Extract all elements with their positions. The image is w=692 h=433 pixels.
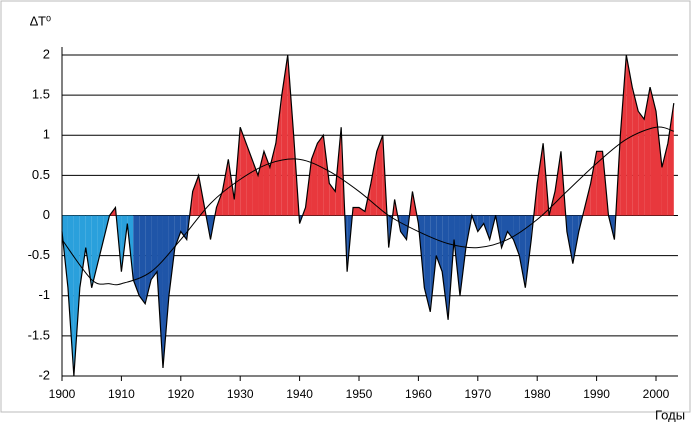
area-segment [323,135,330,216]
area-segment [638,111,645,216]
area-segment [477,215,484,232]
area-segment [501,215,508,248]
x-tick-label: 1970 [464,387,491,401]
x-tick-label: 1930 [227,387,254,401]
area-segment [656,111,662,216]
area-segment [311,143,318,216]
area-segment [252,159,259,216]
area-segment [519,215,526,288]
y-tick-label: -1 [38,287,50,302]
y-tick-label: 0 [43,207,50,222]
area-segment [329,183,336,216]
area-segment [157,215,163,368]
area-segment [97,215,104,264]
x-tick-label: 2000 [643,387,670,401]
area-segment [79,215,86,288]
area-segment [168,215,175,296]
area-segment [216,191,223,216]
area-outline [61,54,675,377]
area-segment [139,215,146,304]
frame [0,0,691,413]
area-segment [661,143,668,216]
area-segment [240,127,247,216]
area-segment [596,151,603,216]
y-tick-label: 0.5 [32,167,50,182]
x-tick-label: 1900 [49,387,76,401]
area-segment [590,151,597,216]
area-segment [145,215,152,304]
area-segment [275,95,282,216]
trend-line [61,126,674,286]
area-segment [287,55,294,216]
area-segment [281,55,288,216]
y-tick-label: 2 [43,46,50,61]
area-segment [537,143,544,216]
area-segment [73,215,80,376]
x-tick-label: 1940 [286,387,313,401]
x-tick-label: 1990 [583,387,610,401]
x-tick-label: 1960 [405,387,432,401]
area-segment [572,215,579,264]
area-segment [258,151,264,216]
area-segment [620,55,627,216]
area-segment [222,159,229,216]
area-segment [376,135,383,216]
x-axis-label: Годы [655,407,685,422]
area-segment [67,215,74,376]
area-segment [174,215,181,248]
y-tick-label: -0.5 [28,247,50,262]
area-segment [192,175,199,216]
area-segment [626,55,633,216]
area-segment [430,215,437,312]
area-segment [317,135,324,216]
area-segment [507,215,514,240]
y-tick-label: 1.5 [32,87,50,102]
area-segment [85,215,92,288]
area-segment [644,87,651,216]
area-segment [454,215,460,296]
area-segment [162,215,169,368]
area-segment [442,215,449,320]
y-tick-label: -1.5 [28,327,50,342]
x-tick-label: 1980 [524,387,551,401]
area-segment [263,151,270,216]
y-tick-label: -2 [38,367,50,382]
area-segment [151,215,158,280]
area-segment [359,207,365,216]
y-axis-label: ∆T⁰ [30,13,51,28]
x-tick-label: 1950 [346,387,373,401]
area-segment [483,215,490,240]
area-segment [650,87,656,216]
area-segment [424,215,431,312]
x-tick-label: 1910 [108,387,135,401]
area-segment [91,215,98,288]
area-segment [353,207,359,216]
area-segment [459,215,466,296]
area-segment [133,215,140,296]
x-tick-label: 1920 [167,387,194,401]
y-tick-label: 1 [43,127,50,142]
area-segment [436,215,443,272]
area-segment [370,151,377,216]
area-segment [632,87,639,216]
area-segment [246,143,253,216]
area-segment [513,215,520,256]
area-segment [566,215,573,264]
area-segment [525,215,532,288]
area-segment [555,151,561,216]
